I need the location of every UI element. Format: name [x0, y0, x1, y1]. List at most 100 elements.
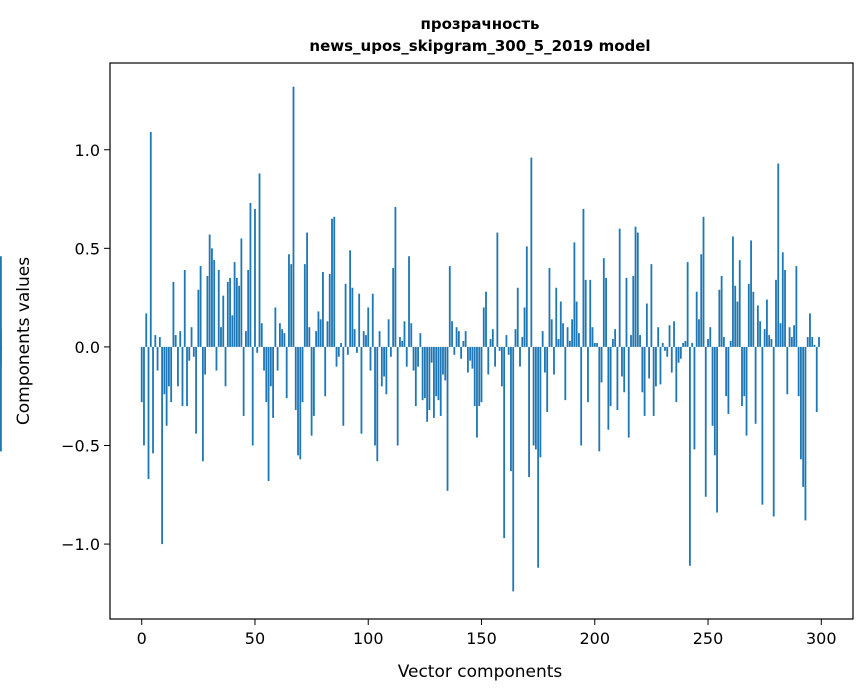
bar: [161, 346, 163, 545]
bar: [727, 346, 730, 414]
bar: [709, 327, 712, 347]
bar: [500, 346, 503, 387]
bar: [550, 319, 553, 347]
bar: [258, 173, 261, 347]
bar: [181, 346, 184, 407]
y-axis-ticks: −1.0 −0.5 0.0 0.5 1.0: [61, 141, 110, 554]
bar: [306, 232, 308, 347]
bar: [322, 271, 324, 347]
bar: [192, 346, 195, 357]
bar: [433, 346, 435, 418]
bar: [299, 346, 302, 460]
bar: [455, 327, 458, 347]
bar: [797, 346, 800, 397]
bar: [448, 266, 451, 347]
bar: [360, 346, 363, 434]
bar: [496, 232, 499, 347]
bar: [206, 275, 209, 347]
bar: [568, 341, 571, 347]
bar: [578, 333, 580, 347]
bar: [351, 287, 354, 347]
bar: [143, 346, 145, 446]
bar: [609, 346, 612, 407]
bar: [686, 262, 689, 347]
bar: [777, 163, 780, 347]
bar: [532, 346, 535, 446]
bar: [580, 346, 583, 446]
bar: [358, 293, 361, 347]
bar: [451, 321, 453, 347]
bar: [195, 346, 197, 434]
bar: [238, 285, 241, 347]
bar: [147, 346, 150, 480]
bar: [229, 277, 231, 347]
bars: [0, 86, 820, 592]
bar: [408, 256, 410, 347]
bar: [0, 346, 2, 452]
bar: [682, 342, 685, 347]
bar: [668, 325, 671, 347]
bar: [505, 335, 508, 347]
bar: [417, 346, 419, 367]
bar: [231, 315, 234, 347]
bar: [369, 346, 372, 371]
bar: [267, 346, 270, 481]
bar: [335, 346, 338, 367]
bar: [467, 346, 469, 373]
bar: [319, 319, 322, 347]
bar: [621, 346, 623, 377]
bar: [544, 346, 546, 373]
bar: [525, 246, 528, 347]
bar: [693, 346, 696, 450]
bar: [412, 346, 415, 371]
bar: [387, 319, 390, 347]
bar: [442, 346, 444, 375]
bar: [593, 342, 596, 347]
bar: [163, 346, 166, 395]
bar: [469, 346, 472, 361]
bar: [745, 346, 748, 436]
bar: [555, 287, 558, 347]
bar: [294, 346, 297, 410]
bar: [326, 321, 329, 347]
bar: [0, 256, 2, 347]
bar: [591, 327, 594, 347]
bar: [648, 346, 651, 379]
bar: [494, 346, 496, 367]
bar: [260, 323, 263, 347]
bar: [788, 327, 791, 347]
bar: [224, 346, 227, 387]
bar: [786, 346, 789, 395]
bar: [235, 277, 238, 347]
bar: [217, 270, 220, 347]
chart-subtitle: news_upos_skipgram_300_5_2019 model: [309, 37, 650, 55]
bar: [666, 346, 669, 357]
bar: [759, 321, 762, 347]
bar: [485, 291, 487, 347]
bar: [362, 331, 365, 347]
bar: [720, 275, 723, 347]
bar: [471, 346, 474, 369]
bar: [478, 346, 481, 407]
bar: [349, 250, 352, 347]
bar: [766, 299, 768, 347]
bar: [539, 346, 542, 458]
x-tick-label: 100: [353, 629, 384, 648]
bar: [761, 346, 764, 505]
bar: [403, 321, 406, 347]
bar: [419, 333, 422, 347]
bar: [541, 331, 544, 347]
bar: [596, 342, 598, 347]
bar: [510, 346, 512, 472]
bar: [281, 329, 284, 347]
bar: [177, 346, 179, 387]
y-tick-label: 1.0: [75, 141, 100, 160]
bar: [435, 346, 438, 397]
bar: [763, 329, 766, 347]
bar: [170, 346, 173, 403]
bar: [249, 202, 252, 347]
bar: [813, 344, 816, 347]
bar: [460, 346, 463, 359]
bar: [743, 346, 746, 397]
bar: [283, 333, 286, 347]
